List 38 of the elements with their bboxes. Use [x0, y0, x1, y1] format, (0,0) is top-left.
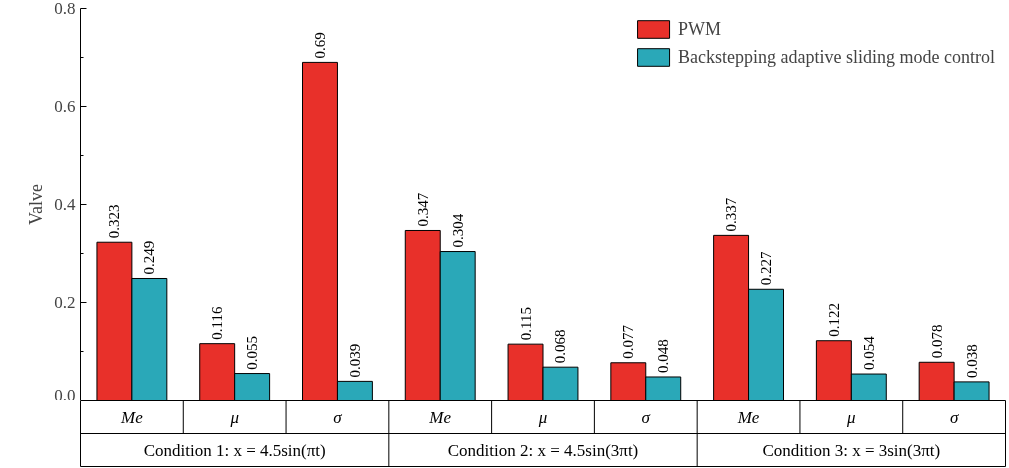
text: Condition 1: x = 4.5sin(πt) [143, 440, 326, 460]
data-label: 0.227 [758, 251, 775, 286]
data-label: 0.048 [655, 339, 672, 374]
x-tick-label: μ [537, 407, 548, 427]
legend-label: Backstepping adaptive sliding mode control [678, 46, 995, 68]
y-tick-label: 0.4 [54, 195, 76, 214]
text: Condition 2: x = 4.5sin(3πt) [447, 440, 639, 460]
data-label: 0.249 [141, 240, 158, 275]
y-tick-label: 0.6 [54, 97, 76, 116]
data-label: 0.054 [860, 335, 877, 371]
x-tick-label: Me [428, 407, 452, 427]
data-label: 0.077 [620, 324, 637, 359]
data-label: 0.347 [414, 192, 431, 227]
data-label: 0.068 [552, 329, 569, 364]
data-label: 0.115 [517, 307, 534, 341]
data-label: 0.055 [244, 335, 261, 370]
legend-label: PWM [678, 18, 722, 40]
data-label: 0.304 [449, 213, 466, 248]
y-tick-label: 0.0 [54, 385, 76, 405]
y-axis-title: Valve [26, 184, 47, 225]
y-tick-label: 0.2 [54, 293, 76, 312]
x-tick-label: μ [229, 407, 239, 427]
data-label: 0.116 [209, 306, 226, 340]
data-label: 0.038 [963, 344, 980, 378]
data-label: 0.122 [825, 303, 842, 337]
x-tick-label: σ [641, 407, 651, 427]
data-label: 0.69 [311, 32, 328, 59]
x-tick-label: Me [120, 407, 144, 427]
x-tick-label: μ [846, 407, 856, 427]
data-label: 0.039 [346, 343, 363, 378]
x-tick-label: Me [736, 407, 760, 427]
text: Condition 3: x = 3sin(3πt) [762, 440, 941, 460]
data-label: 0.337 [723, 197, 740, 232]
y-tick-label: 0.8 [54, 0, 76, 18]
data-label: 0.078 [928, 324, 945, 359]
x-tick-label: σ [333, 407, 343, 427]
x-tick-label: σ [949, 407, 959, 427]
data-label: 0.323 [106, 204, 123, 239]
